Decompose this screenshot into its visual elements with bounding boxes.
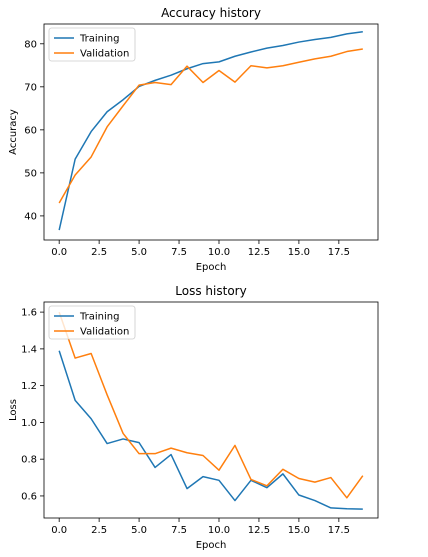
legend: Training Validation: [48, 305, 136, 340]
x-tick-label: 2.5: [91, 525, 107, 536]
x-tick-label: 7.5: [171, 247, 187, 258]
y-axis-label: Loss: [8, 399, 19, 421]
y-tick-label: 50: [24, 168, 37, 179]
x-tick-label: 0.0: [51, 525, 67, 536]
x-tick-label: 15.0: [288, 247, 310, 258]
chart-title: Loss history: [175, 284, 246, 298]
y-tick-label: 80: [24, 39, 37, 50]
y-tick-label: 40: [24, 211, 37, 222]
x-tick-label: 5.0: [131, 525, 147, 536]
y-tick-label: 1.2: [21, 381, 37, 392]
legend: Training Validation: [48, 27, 136, 62]
legend-label-validation: Validation: [80, 49, 129, 60]
chart-title: Accuracy history: [161, 6, 261, 20]
x-axis-label: Epoch: [196, 540, 227, 551]
x-tick-label: 0.0: [51, 247, 67, 258]
x-tick-label: 15.0: [288, 525, 310, 536]
y-tick-label: 0.8: [21, 455, 37, 466]
x-tick-label: 10.0: [208, 525, 230, 536]
x-tick-label: 12.5: [248, 525, 270, 536]
legend-label-validation: Validation: [80, 327, 129, 338]
accuracy-history-chart: Accuracy history 0.0 2.5 5.0 7.5 10.0 12.5 15.0…: [8, 6, 379, 273]
series-line-validation: [58, 311, 364, 499]
y-tick-label: 0.6: [21, 491, 37, 502]
legend-label-training: Training: [79, 312, 119, 323]
x-tick-label: 17.5: [328, 525, 350, 536]
plot-frame: [43, 301, 379, 519]
legend-label-training: Training: [79, 34, 119, 45]
y-tick-label: 60: [24, 125, 37, 136]
x-tick-label: 5.0: [131, 247, 147, 258]
series-line-training: [58, 31, 363, 231]
y-tick-label: 70: [24, 82, 37, 93]
y-tick-label: 1.6: [21, 308, 37, 319]
series-line-validation: [58, 48, 363, 204]
x-tick-label: 7.5: [171, 525, 187, 536]
x-tick-label: 10.0: [208, 247, 230, 258]
x-tick-label: 17.5: [328, 247, 350, 258]
y-tick-label: 1.4: [21, 344, 37, 355]
x-axis-label: Epoch: [196, 262, 227, 273]
loss-history-chart: Loss history 0.0 2.5 5.0 7.5 10.0 12.5 15.0 17.5…: [8, 284, 379, 551]
series-line-training: [58, 350, 363, 510]
x-tick-label: 12.5: [248, 247, 270, 258]
plot-frame: [43, 23, 379, 241]
y-tick-label: 1.0: [21, 418, 37, 429]
x-tick-label: 2.5: [91, 247, 107, 258]
y-axis-label: Accuracy: [8, 109, 19, 155]
